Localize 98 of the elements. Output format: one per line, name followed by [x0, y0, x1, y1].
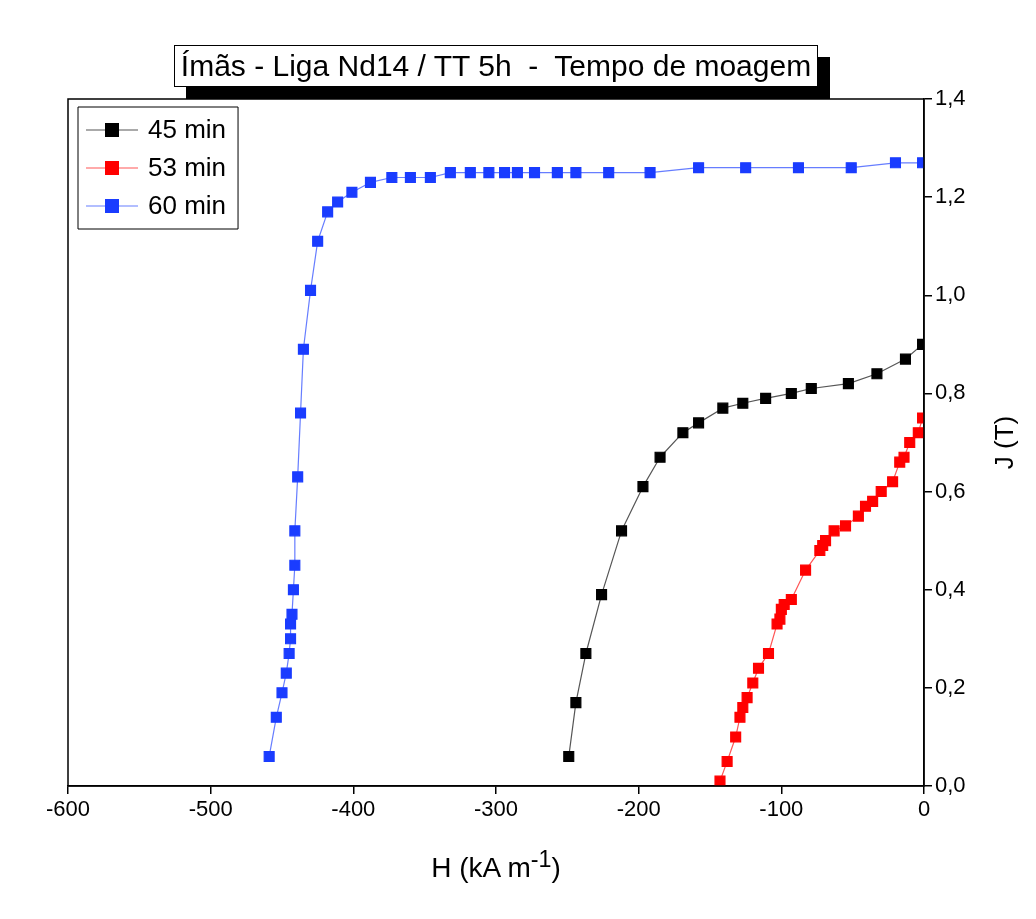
point [842, 378, 854, 390]
x-tick-label: -300 [473, 796, 519, 822]
point [730, 731, 742, 743]
y-tick-label: 1,2 [935, 183, 966, 209]
point [596, 589, 608, 601]
point [287, 584, 299, 596]
point [887, 476, 899, 488]
x-tick-label: -600 [45, 796, 91, 822]
point [899, 353, 911, 365]
point [276, 687, 288, 699]
point [404, 171, 416, 184]
point [295, 407, 307, 419]
point [714, 775, 726, 786]
point [444, 167, 456, 179]
point [270, 711, 282, 723]
point [867, 495, 879, 507]
point [693, 162, 705, 174]
point [603, 167, 615, 179]
point [774, 613, 786, 625]
x-tick-label: -400 [331, 796, 376, 822]
point [322, 206, 334, 218]
point [898, 451, 910, 463]
point [904, 436, 916, 449]
point [889, 157, 902, 169]
x-tick-label: -200 [616, 796, 661, 822]
point [721, 755, 733, 768]
point [570, 167, 582, 179]
point [762, 647, 775, 660]
y-tick-label: 0,2 [935, 673, 966, 699]
point [737, 397, 749, 409]
point [304, 284, 317, 296]
point [285, 618, 297, 630]
point [580, 647, 592, 660]
y-tick-label: 0,4 [935, 575, 966, 601]
point [280, 667, 292, 679]
chart-title: Ímãs - Liga Nd14 / TT 5h - Tempo de moagem [173, 45, 819, 87]
point [852, 510, 864, 522]
point [297, 343, 309, 355]
point [693, 417, 705, 429]
point [551, 167, 563, 179]
point [346, 186, 358, 198]
point [570, 697, 582, 709]
legend-label: 53 min [148, 152, 227, 183]
point [785, 593, 797, 606]
point [828, 525, 840, 537]
y-tick-label: 0,8 [935, 379, 966, 405]
point [839, 520, 852, 532]
point [263, 751, 275, 763]
x-tick-label: 0 [917, 796, 931, 822]
point [386, 171, 398, 184]
x-tick-label: -500 [188, 796, 233, 822]
point [741, 692, 753, 704]
x-tick-label: -100 [759, 796, 804, 822]
point [312, 235, 324, 247]
y-tick-label: 0,6 [935, 477, 966, 503]
y-axis-title: J (T) [989, 415, 1020, 470]
point [364, 176, 376, 188]
point [752, 662, 765, 674]
y-tick-label: 0,0 [935, 772, 966, 798]
y-tick-label: 1,0 [935, 281, 966, 307]
point [871, 368, 883, 380]
point [792, 162, 804, 174]
point [283, 647, 295, 660]
point [563, 751, 575, 763]
point [286, 608, 298, 620]
point [289, 559, 301, 571]
point [511, 167, 523, 179]
point [737, 701, 749, 714]
point [747, 677, 759, 689]
point [424, 171, 436, 184]
point [616, 525, 628, 537]
point [528, 167, 541, 179]
point [332, 196, 344, 208]
point [464, 167, 476, 179]
point [292, 471, 304, 483]
point [734, 711, 746, 723]
y-tick-label: 1,4 [935, 85, 966, 111]
point [875, 486, 887, 498]
point [289, 525, 301, 537]
point [637, 481, 649, 493]
point [785, 387, 797, 399]
legend-label: 45 min [148, 114, 227, 145]
point [820, 535, 832, 547]
point [644, 167, 656, 179]
x-axis-title: H (kA m$^{-1}$) [430, 846, 562, 885]
point [499, 167, 511, 179]
point [912, 427, 924, 439]
point [717, 402, 729, 414]
point [760, 392, 772, 404]
point [800, 564, 812, 576]
point [483, 167, 495, 179]
point [805, 382, 817, 395]
legend-label: 60 min [148, 190, 227, 221]
point [654, 451, 666, 463]
point [845, 162, 857, 174]
point [677, 427, 689, 439]
point [740, 162, 752, 174]
point [285, 633, 297, 645]
